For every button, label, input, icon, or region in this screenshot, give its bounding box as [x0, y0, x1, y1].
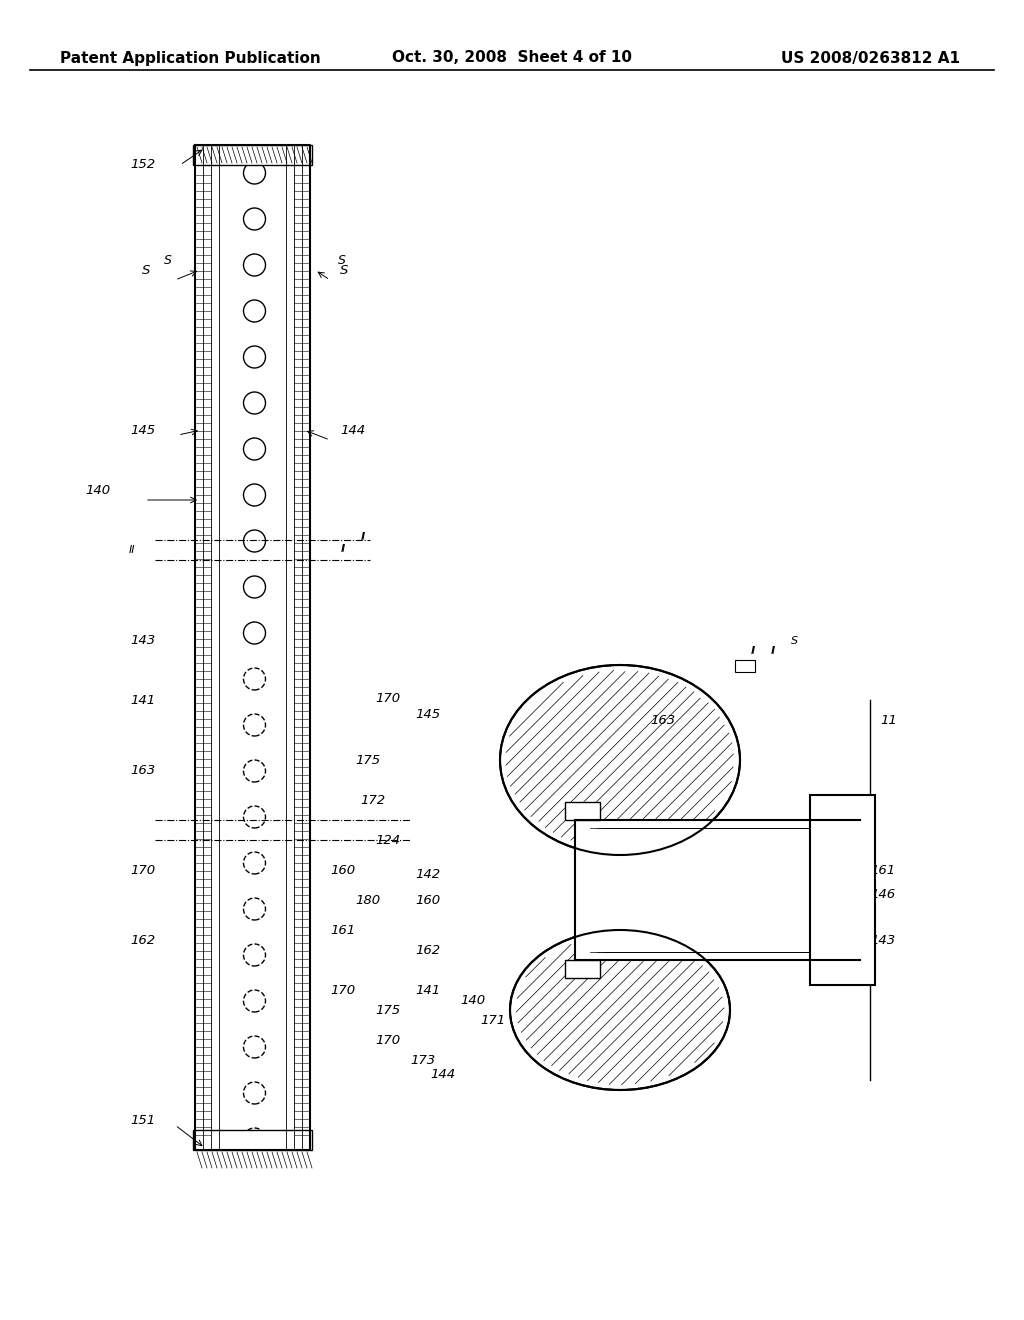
Text: $I\!I$: $I\!I$ [770, 644, 776, 656]
Text: $I\!I$: $I\!I$ [750, 644, 757, 656]
Text: S: S [141, 264, 150, 276]
Text: 163: 163 [650, 714, 675, 726]
Bar [565, 960, 600, 978]
Bar [575, 820, 860, 960]
Text: 146: 146 [870, 888, 895, 902]
Text: 170: 170 [375, 1034, 400, 1047]
Text: II: II [128, 545, 135, 554]
Text: 161: 161 [330, 924, 355, 936]
Bar [735, 660, 755, 672]
Text: 180: 180 [355, 894, 380, 907]
Ellipse shape [510, 931, 730, 1090]
Text: S: S [338, 253, 346, 267]
Text: 170: 170 [330, 983, 355, 997]
Text: 175: 175 [355, 754, 380, 767]
Text: Oct. 30, 2008  Sheet 4 of 10: Oct. 30, 2008 Sheet 4 of 10 [392, 50, 632, 66]
Text: 175: 175 [375, 1003, 400, 1016]
Text: 172: 172 [359, 793, 385, 807]
Text: 173: 173 [410, 1053, 435, 1067]
Text: 160: 160 [330, 863, 355, 876]
Text: 140: 140 [460, 994, 485, 1006]
Text: 142: 142 [415, 869, 440, 882]
Text: 170: 170 [130, 863, 155, 876]
Bar [193, 1130, 312, 1150]
Text: $I\!I$: $I\!I$ [340, 543, 346, 554]
Text: 11: 11 [880, 714, 897, 726]
Bar [193, 145, 312, 165]
Text: 161: 161 [870, 863, 895, 876]
Text: 145: 145 [415, 709, 440, 722]
Text: $S$: $S$ [790, 634, 799, 645]
Text: 170: 170 [375, 692, 400, 705]
Text: S: S [340, 264, 348, 276]
Text: 144: 144 [430, 1068, 455, 1081]
Text: 143: 143 [130, 634, 155, 647]
Text: 140: 140 [85, 483, 110, 496]
Text: 160: 160 [415, 894, 440, 907]
Text: 143: 143 [870, 933, 895, 946]
Text: 144: 144 [340, 424, 366, 437]
Text: S: S [164, 253, 172, 267]
Text: US 2008/0263812 A1: US 2008/0263812 A1 [781, 50, 961, 66]
Text: 124: 124 [375, 833, 400, 846]
Text: 163: 163 [130, 763, 155, 776]
Text: 162: 162 [130, 933, 155, 946]
Bar [565, 803, 600, 820]
Bar [810, 795, 874, 985]
Text: 152: 152 [130, 158, 155, 172]
Text: 171: 171 [480, 1014, 505, 1027]
Ellipse shape [500, 665, 740, 855]
Text: 162: 162 [415, 944, 440, 957]
Text: 141: 141 [415, 983, 440, 997]
Text: $I\!I$: $I\!I$ [360, 531, 367, 543]
Text: 141: 141 [130, 693, 155, 706]
Text: Patent Application Publication: Patent Application Publication [60, 50, 321, 66]
Text: 145: 145 [130, 424, 155, 437]
Text: 151: 151 [130, 1114, 155, 1126]
